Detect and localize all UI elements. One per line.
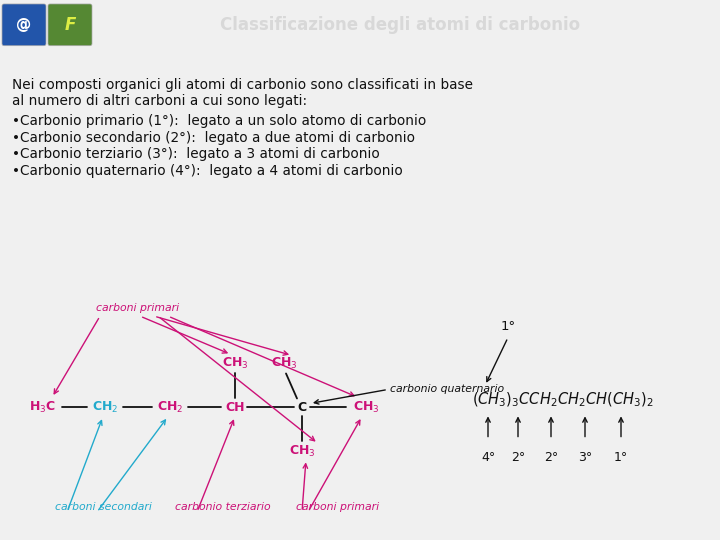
Text: CH: CH xyxy=(225,401,245,414)
Text: 1°: 1° xyxy=(614,451,628,464)
Text: al numero di altri carboni a cui sono legati:: al numero di altri carboni a cui sono le… xyxy=(12,94,307,108)
Text: $(CH_3)_3CCH_2CH_2CH(CH_3)_2$: $(CH_3)_3CCH_2CH_2CH(CH_3)_2$ xyxy=(472,390,654,409)
Text: 4°: 4° xyxy=(481,451,495,464)
Text: •Carbonio terziario (3°):  legato a 3 atomi di carbonio: •Carbonio terziario (3°): legato a 3 ato… xyxy=(12,147,379,161)
Text: H$_3$C: H$_3$C xyxy=(29,400,55,415)
Text: F: F xyxy=(64,16,76,34)
Text: 2°: 2° xyxy=(544,451,558,464)
Text: CH$_3$: CH$_3$ xyxy=(271,356,297,371)
Text: Classificazione degli atomi di carbonio: Classificazione degli atomi di carbonio xyxy=(220,16,580,34)
Text: carboni secondari: carboni secondari xyxy=(55,502,152,512)
Text: carboni primari: carboni primari xyxy=(96,303,179,313)
Text: •Carbonio primario (1°):  legato a un solo atomo di carbonio: •Carbonio primario (1°): legato a un sol… xyxy=(12,114,426,128)
Text: •Carbonio secondario (2°):  legato a due atomi di carbonio: •Carbonio secondario (2°): legato a due … xyxy=(12,131,415,145)
Text: Nei composti organici gli atomi di carbonio sono classificati in base: Nei composti organici gli atomi di carbo… xyxy=(12,78,473,92)
Text: CH$_2$: CH$_2$ xyxy=(157,400,183,415)
FancyBboxPatch shape xyxy=(2,4,46,46)
Text: carbonio terziario: carbonio terziario xyxy=(175,502,271,512)
Text: carbonio quaternario: carbonio quaternario xyxy=(390,384,504,394)
Text: C: C xyxy=(297,401,307,414)
Text: CH$_3$: CH$_3$ xyxy=(353,400,379,415)
Text: CH$_3$: CH$_3$ xyxy=(289,444,315,459)
FancyBboxPatch shape xyxy=(48,4,92,46)
Text: 1°: 1° xyxy=(500,320,516,334)
Text: carboni primari: carboni primari xyxy=(296,502,379,512)
Text: CH$_2$: CH$_2$ xyxy=(92,400,118,415)
Text: 3°: 3° xyxy=(578,451,592,464)
Text: @: @ xyxy=(17,17,32,32)
Text: CH$_3$: CH$_3$ xyxy=(222,356,248,371)
Text: 2°: 2° xyxy=(511,451,525,464)
Text: •Carbonio quaternario (4°):  legato a 4 atomi di carbonio: •Carbonio quaternario (4°): legato a 4 a… xyxy=(12,164,402,178)
